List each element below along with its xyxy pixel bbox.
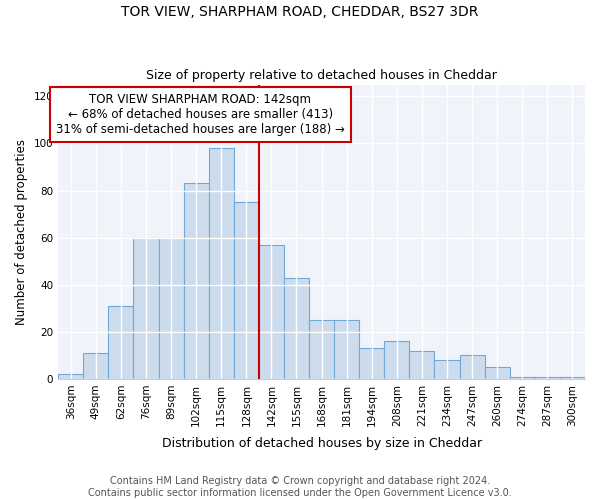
Text: TOR VIEW, SHARPHAM ROAD, CHEDDAR, BS27 3DR: TOR VIEW, SHARPHAM ROAD, CHEDDAR, BS27 3… — [121, 5, 479, 19]
Bar — [485, 367, 510, 379]
Y-axis label: Number of detached properties: Number of detached properties — [15, 138, 28, 324]
Title: Size of property relative to detached houses in Cheddar: Size of property relative to detached ho… — [146, 69, 497, 82]
Bar — [234, 202, 259, 379]
Bar — [209, 148, 234, 379]
Bar — [284, 278, 309, 379]
Bar — [560, 376, 585, 379]
Bar — [535, 376, 560, 379]
Bar — [409, 350, 434, 379]
Bar — [133, 238, 158, 379]
Bar — [359, 348, 385, 379]
Bar — [334, 320, 359, 379]
Bar — [434, 360, 460, 379]
Bar — [385, 341, 409, 379]
Bar — [510, 376, 535, 379]
Bar — [58, 374, 83, 379]
Text: Contains HM Land Registry data © Crown copyright and database right 2024.
Contai: Contains HM Land Registry data © Crown c… — [88, 476, 512, 498]
X-axis label: Distribution of detached houses by size in Cheddar: Distribution of detached houses by size … — [161, 437, 482, 450]
Bar — [184, 184, 209, 379]
Bar — [460, 356, 485, 379]
Text: TOR VIEW SHARPHAM ROAD: 142sqm
← 68% of detached houses are smaller (413)
31% of: TOR VIEW SHARPHAM ROAD: 142sqm ← 68% of … — [56, 94, 345, 136]
Bar — [109, 306, 133, 379]
Bar — [158, 238, 184, 379]
Bar — [309, 320, 334, 379]
Bar — [259, 244, 284, 379]
Bar — [83, 353, 109, 379]
